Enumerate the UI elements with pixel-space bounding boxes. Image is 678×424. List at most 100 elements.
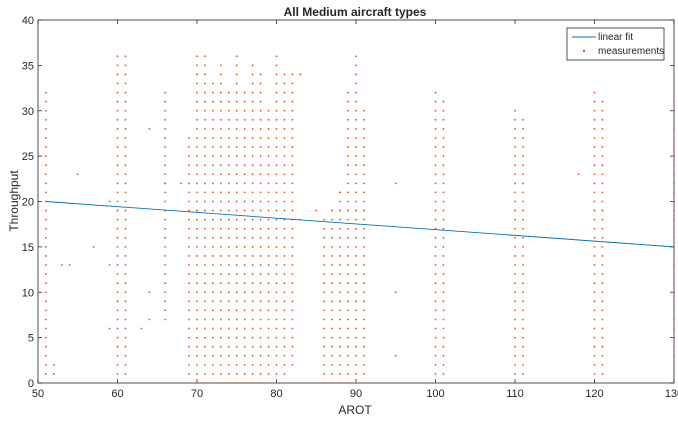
scatter-point [243,218,246,221]
scatter-point [331,209,334,212]
scatter-point [116,309,119,312]
scatter-point [323,363,326,366]
scatter-point [331,282,334,285]
scatter-point [434,291,437,294]
scatter-point [235,191,238,194]
scatter-point [124,363,127,366]
scatter-point [291,146,294,148]
scatter-point [363,354,365,357]
scatter-point [116,255,119,257]
scatter-point [196,273,198,275]
scatter-point [164,118,167,121]
scatter-point [45,100,47,103]
scatter-point [593,273,596,275]
scatter-point [514,155,516,158]
scatter-point [243,318,246,321]
scatter-point [219,200,222,203]
scatter-point [188,227,190,230]
scatter-point [394,182,397,185]
scatter-point [347,164,349,167]
scatter-point [196,100,198,103]
scatter-point [601,155,604,158]
scatter-point [227,236,230,239]
scatter-point [116,345,119,348]
scatter-point [140,327,143,330]
scatter-point [196,245,198,248]
scatter-point [251,245,254,248]
scatter-point [291,245,294,248]
x-axis-label: AROT [338,403,372,417]
scatter-point [442,173,445,176]
scatter-point [188,164,190,167]
scatter-point [188,264,190,266]
scatter-point [251,173,254,176]
legend-box [566,27,665,61]
scatter-point [227,182,230,185]
scatter-point [593,109,596,112]
scatter-point [593,282,596,285]
scatter-point [164,291,167,294]
scatter-point [124,327,127,330]
scatter-point [204,73,206,76]
scatter-point [601,137,604,139]
scatter-point [267,300,270,303]
scatter-point [188,218,190,221]
scatter-point [259,318,262,321]
scatter-point [267,309,270,312]
scatter-point [339,336,341,339]
scatter-point [251,200,254,203]
scatter-point [363,327,365,330]
scatter-point [259,264,262,266]
scatter-point [514,336,516,339]
scatter-point [267,354,270,357]
scatter-point [339,264,341,266]
scatter-point [204,255,206,257]
scatter-point [442,109,445,112]
scatter-point [251,64,254,67]
scatter-point [323,345,326,348]
scatter-point [442,155,445,158]
scatter-point [275,273,278,275]
scatter-point [363,373,365,375]
scatter-point [434,345,437,348]
scatter-point [601,200,604,203]
scatter-point [45,164,47,167]
scatter-point [363,236,365,239]
scatter-point [235,146,238,148]
scatter-point [347,273,349,275]
legend-label-linear-fit: linear fit [598,32,633,43]
scatter-point [355,236,357,239]
scatter-point [259,336,262,339]
scatter-point [339,191,341,194]
scatter-point [347,282,349,285]
scatter-point [124,191,127,194]
scatter-point [164,155,167,158]
scatter-point [188,146,190,148]
scatter-point [442,191,445,194]
scatter-point [259,309,262,312]
scatter-point [196,155,198,158]
scatter-point [291,264,294,266]
scatter-point [522,309,524,312]
scatter-point [363,137,365,139]
scatter-point [355,245,357,248]
scatter-point [243,282,246,285]
scatter-point [259,118,262,121]
scatter-point [227,309,230,312]
scatter-point [196,118,198,121]
scatter-point [275,318,278,321]
scatter-point [219,155,222,158]
scatter-point [204,373,206,375]
scatter-point [339,282,341,285]
scatter-point [283,291,286,294]
scatter-point [251,91,254,94]
scatter-point [219,264,222,266]
scatter-point [219,73,222,76]
scatter-point [363,182,365,185]
scatter-point [283,345,286,348]
scatter-point [339,255,341,257]
scatter-point [522,155,524,158]
scatter-point [204,109,206,112]
scatter-point [363,209,365,212]
scatter-point [267,318,270,321]
